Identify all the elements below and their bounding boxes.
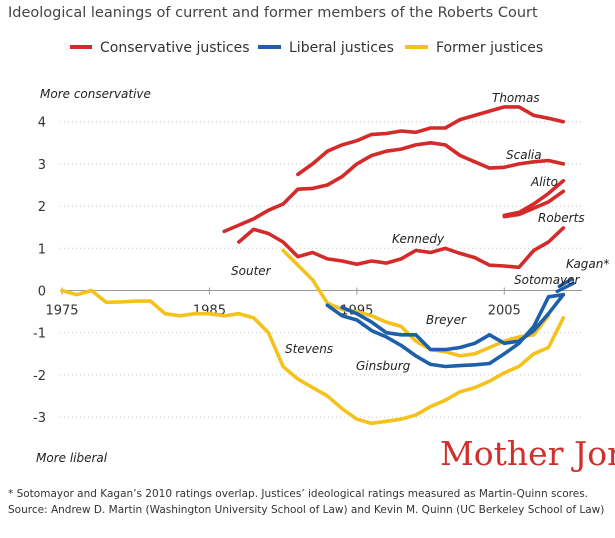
annotation-label: Kagan* <box>566 257 609 271</box>
x-tick-label: 2005 <box>488 304 521 319</box>
series-line-stevens <box>60 288 566 426</box>
series-line-scalia <box>222 141 566 234</box>
series-line-kagan <box>555 281 575 294</box>
series-line-roberts <box>502 189 566 219</box>
series-line-sotomayor <box>557 277 573 289</box>
series-label-thomas: Thomas <box>492 91 540 105</box>
series-label-scalia: Scalia <box>506 148 542 162</box>
series-label-breyer: Breyer <box>426 313 467 327</box>
y-label-top: More conservative <box>40 87 151 101</box>
y-tick-label: 1 <box>38 242 46 257</box>
legend-label: Conservative justices <box>100 40 250 56</box>
chart-title: Ideological leanings of current and form… <box>8 5 538 21</box>
y-tick-label: -1 <box>33 327 46 342</box>
legend-label: Liberal justices <box>289 40 394 56</box>
y-tick-label: -3 <box>33 411 46 426</box>
series-line-kennedy <box>237 226 566 270</box>
series-label-roberts: Roberts <box>538 211 585 225</box>
grid <box>60 121 582 418</box>
footnote: * Sotomayor and Kagan’s 2010 ratings ove… <box>8 488 588 500</box>
series-label-kennedy: Kennedy <box>392 232 445 246</box>
series-lines <box>60 105 575 426</box>
series-label-stevens: Stevens <box>285 342 333 356</box>
series-line-ginsburg <box>325 292 566 369</box>
y-label-bottom: More liberal <box>36 451 108 465</box>
series-labels: Thomas Scalia Alito Roberts Kennedy Breyer Gin… <box>231 91 609 373</box>
legend-label: Former justices <box>436 40 543 56</box>
y-tick-label: 4 <box>38 116 46 131</box>
series-label-alito: Alito <box>530 175 558 189</box>
source-note: Source: Andrew D. Martin (Washington Uni… <box>8 504 604 516</box>
y-tick-label: -2 <box>33 369 46 384</box>
y-tick-label: 0 <box>38 285 46 300</box>
y-tick-label: 3 <box>38 158 46 173</box>
y-tick-label: 2 <box>38 200 46 215</box>
series-label-ginsburg: Ginsburg <box>356 359 411 373</box>
y-tick-labels: 4 3 2 1 0 -1 -2 -3 <box>33 116 46 426</box>
series-line-souter <box>281 248 551 358</box>
series-line-thomas <box>296 105 566 177</box>
legend: Conservative justices Liberal justices For… <box>70 40 543 56</box>
brand-logo: Mother Jones <box>440 434 615 473</box>
x-tick-label: 1975 <box>45 304 78 319</box>
annotation-label: Sotomayor <box>514 273 580 287</box>
series-label-souter: Souter <box>231 264 272 278</box>
